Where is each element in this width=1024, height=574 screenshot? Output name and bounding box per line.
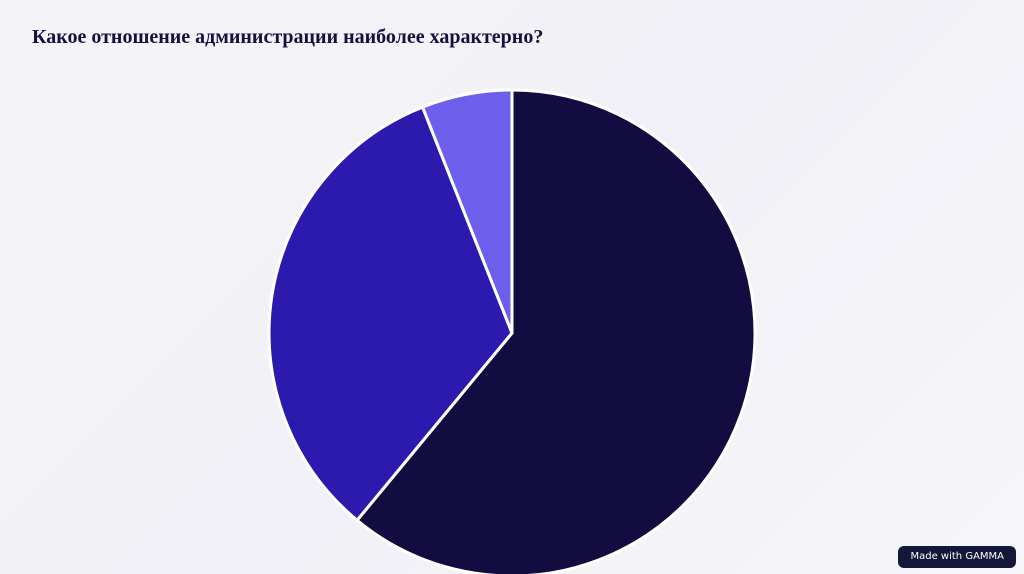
pie-slice: [267, 105, 514, 522]
chart-title: Какое отношение администрации наиболее х…: [32, 26, 544, 48]
pie-slice: [421, 88, 514, 335]
gamma-badge[interactable]: Made with GAMMA: [898, 546, 1016, 568]
pie-slice: [355, 88, 757, 574]
